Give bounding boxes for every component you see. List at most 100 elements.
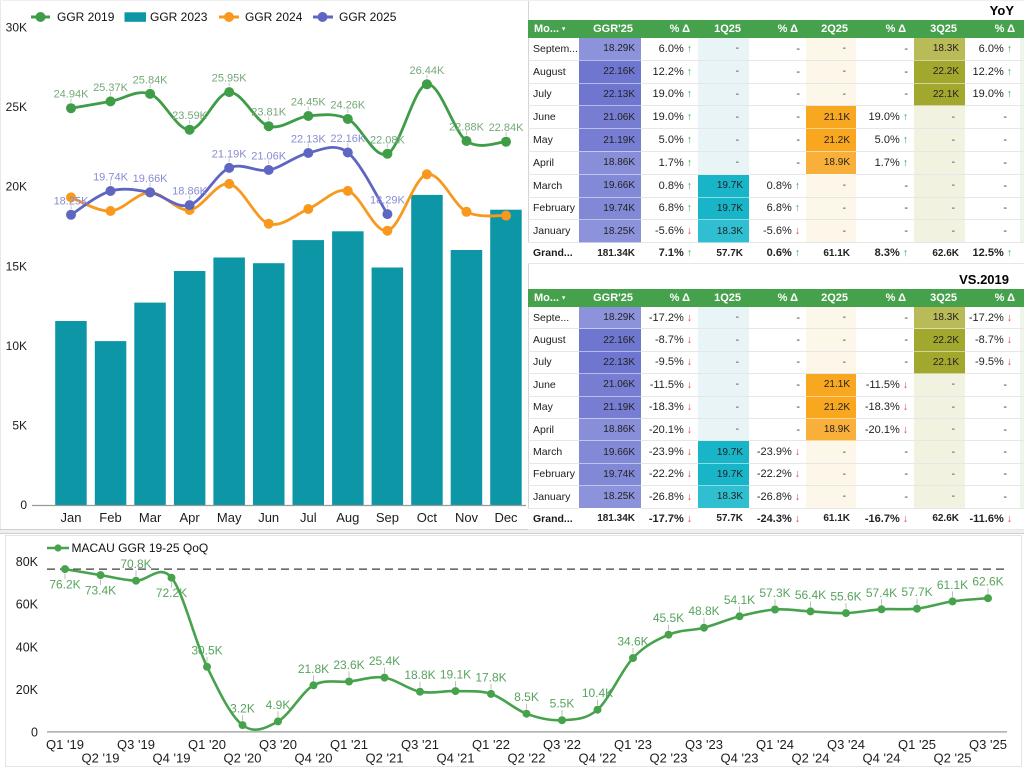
svg-text:23.59K: 23.59K: [172, 110, 208, 122]
svg-text:40K: 40K: [16, 640, 39, 654]
svg-text:23.81K: 23.81K: [251, 107, 287, 119]
svg-text:Q3 '22: Q3 '22: [543, 737, 581, 752]
svg-text:22.13K: 22.13K: [291, 134, 327, 146]
svg-text:18.25K: 18.25K: [54, 195, 90, 207]
svg-text:Q3 '25: Q3 '25: [969, 737, 1007, 752]
svg-text:73.4K: 73.4K: [85, 584, 116, 598]
svg-text:Q4 '23: Q4 '23: [721, 750, 759, 765]
svg-text:18.29K: 18.29K: [370, 195, 406, 207]
svg-text:26.44K: 26.44K: [409, 65, 445, 77]
svg-text:GGR 2024: GGR 2024: [245, 10, 303, 24]
svg-text:17.8K: 17.8K: [475, 670, 506, 684]
svg-text:45.5K: 45.5K: [653, 611, 684, 625]
svg-text:5K: 5K: [12, 419, 27, 433]
svg-text:25.84K: 25.84K: [133, 74, 169, 86]
svg-text:61.1K: 61.1K: [937, 578, 968, 592]
svg-text:34.6K: 34.6K: [617, 635, 648, 649]
svg-text:GGR 2025: GGR 2025: [339, 10, 397, 24]
svg-text:MACAU GGR 19-25 QoQ: MACAU GGR 19-25 QoQ: [72, 541, 209, 555]
svg-text:80K: 80K: [16, 555, 39, 569]
svg-text:5.5K: 5.5K: [550, 697, 575, 711]
svg-text:Q1 '23: Q1 '23: [614, 737, 652, 752]
svg-text:Q3 '23: Q3 '23: [685, 737, 723, 752]
svg-text:0: 0: [31, 726, 38, 740]
svg-text:Q3 '24: Q3 '24: [827, 737, 865, 752]
svg-text:May: May: [217, 510, 242, 525]
svg-text:Jun: Jun: [258, 510, 279, 525]
svg-text:Jul: Jul: [300, 510, 317, 525]
svg-text:Q1 '25: Q1 '25: [898, 737, 936, 752]
svg-text:23.6K: 23.6K: [333, 658, 364, 672]
svg-text:Q4 '20: Q4 '20: [295, 750, 333, 765]
svg-text:Oct: Oct: [417, 510, 438, 525]
svg-text:57.4K: 57.4K: [866, 586, 897, 600]
svg-text:30K: 30K: [6, 20, 27, 34]
svg-text:Apr: Apr: [179, 510, 200, 525]
svg-text:Q3 '20: Q3 '20: [259, 737, 297, 752]
svg-text:Q3 '21: Q3 '21: [401, 737, 439, 752]
svg-text:Q4 '21: Q4 '21: [437, 750, 475, 765]
svg-text:57.3K: 57.3K: [759, 586, 790, 600]
svg-text:25.4K: 25.4K: [369, 654, 400, 668]
svg-text:24.45K: 24.45K: [291, 97, 327, 109]
svg-text:19.74K: 19.74K: [93, 172, 129, 184]
svg-text:Feb: Feb: [99, 510, 121, 525]
svg-text:25.37K: 25.37K: [93, 82, 129, 94]
svg-text:Q4 '19: Q4 '19: [153, 750, 191, 765]
svg-text:76.2K: 76.2K: [49, 578, 80, 592]
svg-text:Q1 '19: Q1 '19: [46, 737, 84, 752]
svg-text:Dec: Dec: [494, 510, 518, 525]
svg-text:19.1K: 19.1K: [440, 668, 471, 682]
svg-text:57.7K: 57.7K: [901, 585, 932, 599]
svg-text:56.4K: 56.4K: [795, 588, 826, 602]
svg-text:24.94K: 24.94K: [54, 89, 90, 101]
svg-text:Q1 '22: Q1 '22: [472, 737, 510, 752]
svg-text:Q2 '21: Q2 '21: [366, 750, 404, 765]
svg-text:20K: 20K: [6, 180, 27, 194]
svg-text:Q2 '22: Q2 '22: [508, 750, 546, 765]
svg-text:Q1 '21: Q1 '21: [330, 737, 368, 752]
svg-text:Aug: Aug: [336, 510, 359, 525]
svg-text:Q1 '24: Q1 '24: [756, 737, 794, 752]
svg-text:Q1 '20: Q1 '20: [188, 737, 226, 752]
svg-text:10K: 10K: [6, 339, 27, 353]
svg-text:54.1K: 54.1K: [724, 593, 755, 607]
svg-text:21.8K: 21.8K: [298, 662, 329, 676]
svg-text:30.5K: 30.5K: [191, 643, 222, 657]
svg-text:Q2 '19: Q2 '19: [82, 750, 120, 765]
svg-text:3.2K: 3.2K: [230, 702, 255, 716]
svg-text:10.4K: 10.4K: [582, 686, 613, 700]
svg-text:21.19K: 21.19K: [212, 148, 248, 160]
svg-text:60K: 60K: [16, 597, 39, 611]
svg-text:22.16K: 22.16K: [330, 133, 366, 145]
svg-text:55.6K: 55.6K: [830, 590, 861, 604]
svg-text:Q2 '24: Q2 '24: [792, 750, 830, 765]
svg-text:20K: 20K: [16, 683, 39, 697]
svg-text:22.88K: 22.88K: [449, 122, 485, 134]
svg-text:Sep: Sep: [376, 510, 399, 525]
svg-text:0: 0: [20, 498, 27, 512]
svg-text:8.5K: 8.5K: [514, 690, 539, 704]
svg-text:21.06K: 21.06K: [251, 151, 287, 163]
svg-text:4.9K: 4.9K: [266, 698, 291, 712]
svg-text:15K: 15K: [6, 259, 27, 273]
svg-text:GGR 2019: GGR 2019: [57, 10, 115, 24]
svg-text:Q2 '20: Q2 '20: [224, 750, 262, 765]
svg-text:Mar: Mar: [139, 510, 162, 525]
svg-text:Q4 '22: Q4 '22: [579, 750, 617, 765]
svg-text:22.08K: 22.08K: [370, 134, 406, 146]
svg-text:25.95K: 25.95K: [212, 73, 248, 85]
svg-text:70.8K: 70.8K: [120, 557, 151, 571]
svg-text:19.66K: 19.66K: [133, 173, 169, 185]
svg-text:48.8K: 48.8K: [688, 604, 719, 618]
svg-text:Nov: Nov: [455, 510, 479, 525]
svg-text:Q2 '23: Q2 '23: [650, 750, 688, 765]
svg-text:Q4 '24: Q4 '24: [863, 750, 901, 765]
svg-text:22.84K: 22.84K: [489, 122, 525, 134]
svg-text:18.8K: 18.8K: [404, 668, 435, 682]
svg-text:18.86K: 18.86K: [172, 186, 208, 198]
svg-text:72.2K: 72.2K: [156, 586, 187, 600]
svg-text:Jan: Jan: [61, 510, 82, 525]
svg-text:Q3 '19: Q3 '19: [117, 737, 155, 752]
svg-text:GGR 2023: GGR 2023: [150, 10, 208, 24]
